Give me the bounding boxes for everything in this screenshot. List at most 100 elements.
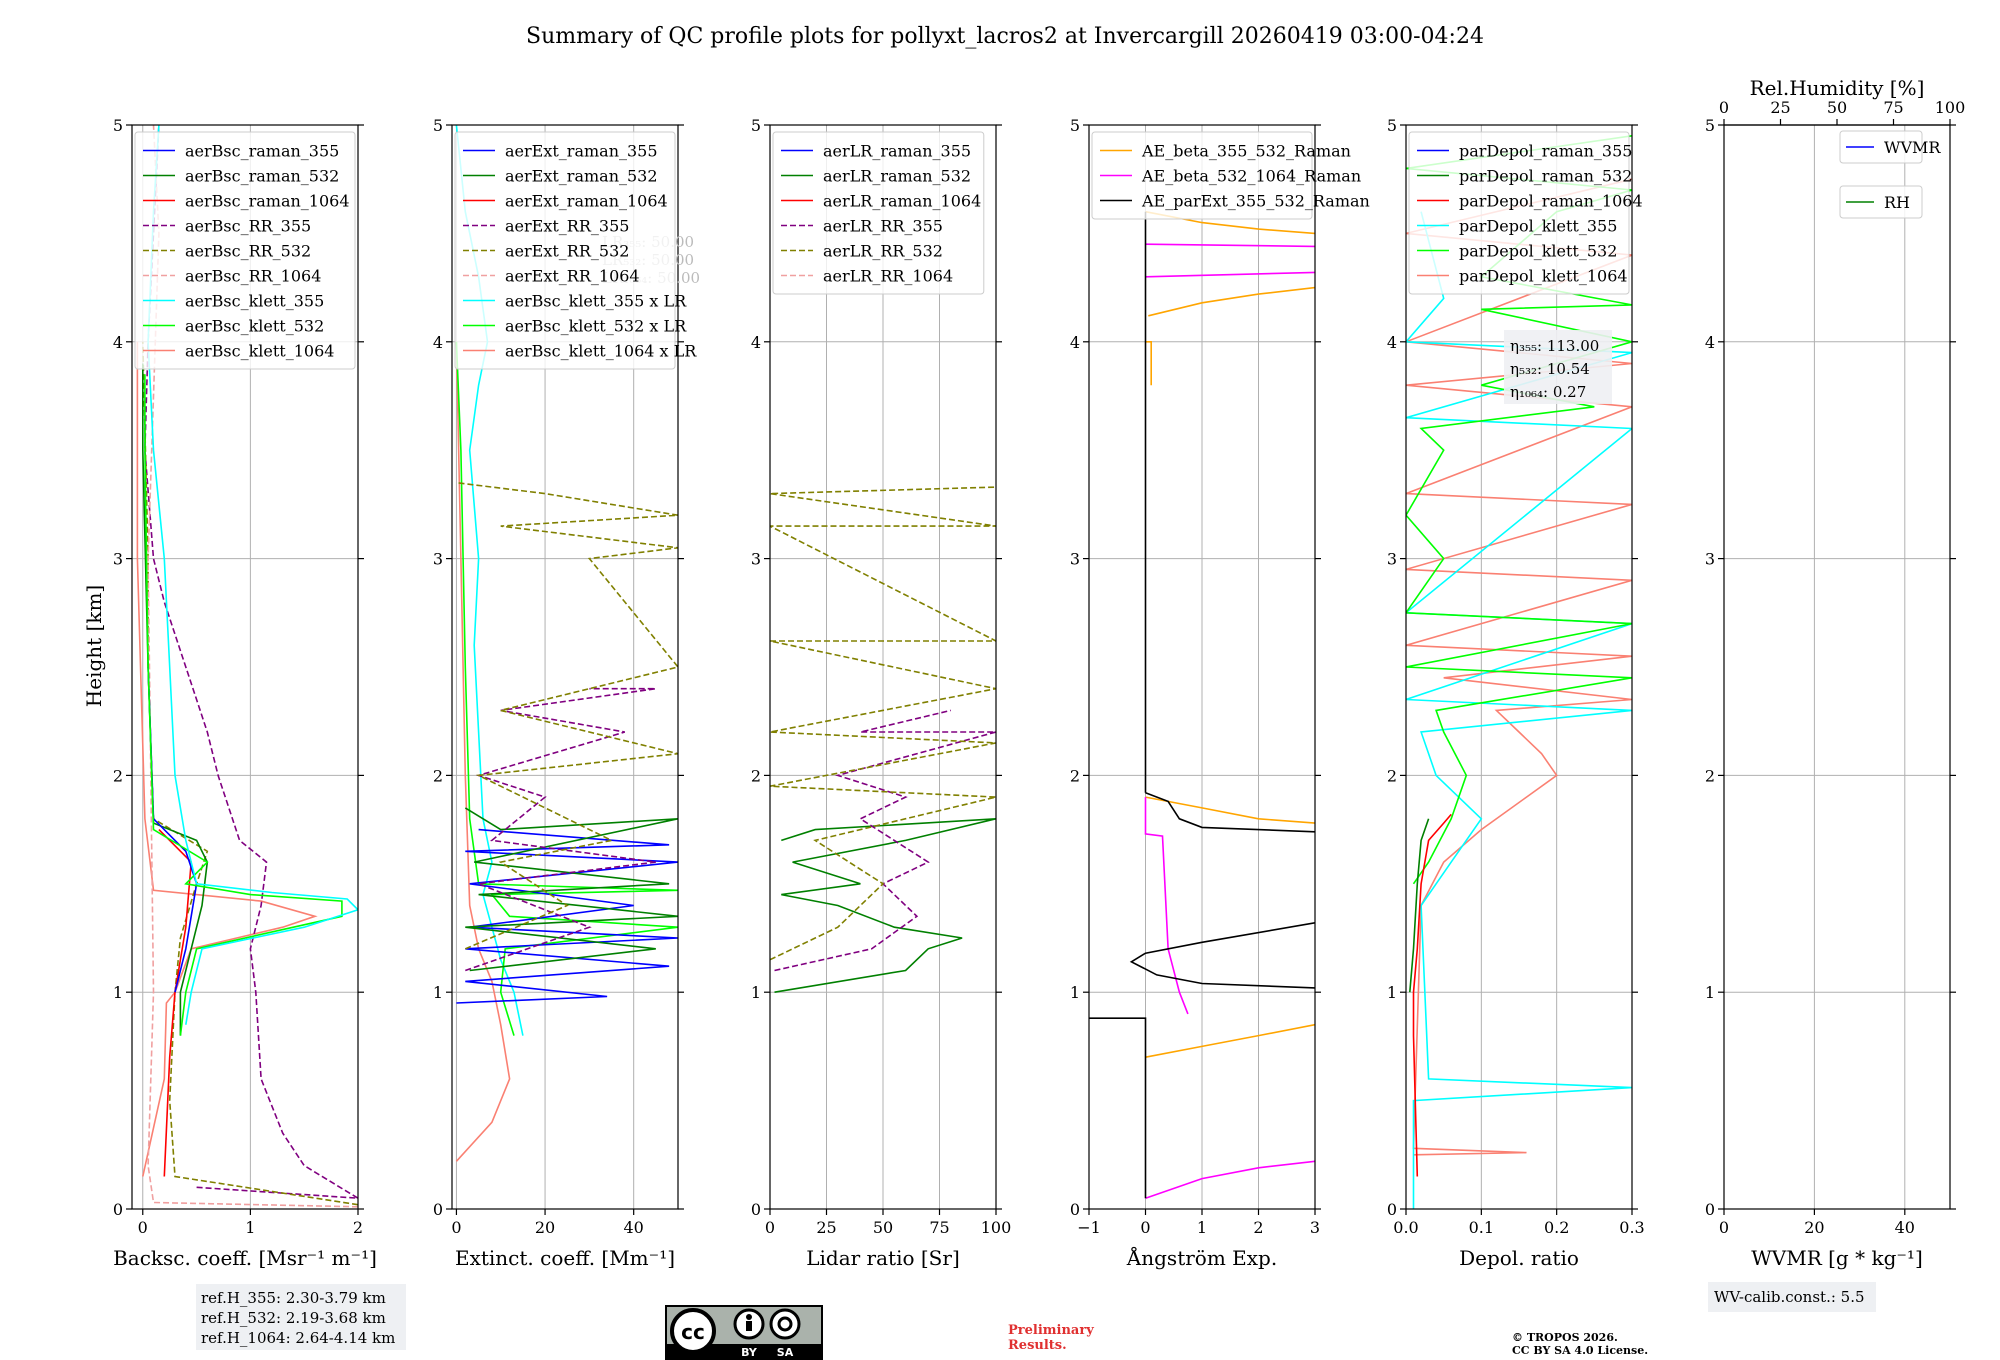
x-tick-label-bsc: 0 (138, 1218, 148, 1237)
x-tick-label-lr: 100 (981, 1218, 1012, 1237)
top-tick-label: 100 (1935, 98, 1966, 117)
legend-label-pardepol-raman-355: parDepol_raman_355 (1459, 142, 1632, 161)
x-tick-label-bsc: 1 (245, 1218, 255, 1237)
cc-logo-text: cc (681, 1320, 705, 1344)
wv-calib-text: WV-calib.const.: 5.5 (1714, 1288, 1865, 1306)
cc-license-badge: cc BY SA (665, 1305, 823, 1360)
y-tick-label-ae: 3 (1070, 550, 1080, 569)
y-tick-label-ext: 1 (433, 983, 443, 1002)
legend-label-ae-parext-355-532-raman: AE_parExt_355_532_Raman (1141, 192, 1370, 211)
y-tick-label-ext: 4 (433, 333, 443, 352)
top-tick-label: 50 (1827, 98, 1847, 117)
y-tick-label-wv: 4 (1705, 333, 1715, 352)
series-pardepol-raman-1064 (1412, 813, 1452, 1177)
series-ae-parext-355-532-raman (1089, 1017, 1147, 1199)
x-tick-label-ae: 3 (1310, 1218, 1320, 1237)
y-tick-label-bsc: 3 (113, 550, 123, 569)
y-tick-label-lr: 1 (751, 983, 761, 1002)
legend-label-pardepol-klett-532: parDepol_klett_532 (1459, 242, 1617, 261)
copyright-line-1: © TROPOS 2026. (1512, 1331, 1618, 1344)
series-pardepol-klett-1064 (1406, 178, 1632, 1156)
x-axis-label-depol: Depol. ratio (1459, 1246, 1579, 1270)
legend-label-rh: RH (1884, 193, 1910, 212)
y-tick-label-ext: 5 (433, 116, 443, 135)
legend-label-aerbsc-klett-1064: aerBsc_klett_1064 (185, 342, 334, 361)
series-ae-parext-355-532-raman (1145, 791, 1315, 833)
y-tick-label-wv: 1 (1705, 983, 1715, 1002)
x-axis-label-ae: Ångström Exp. (1126, 1245, 1277, 1270)
series-aerlr-raman-532 (774, 818, 996, 993)
eta-label: η₅₃₂: 10.54 (1510, 360, 1590, 378)
ref-height-355: ref.H_355: 2.30-3.79 km (201, 1289, 386, 1307)
panel-wv-frame (1723, 124, 1951, 1210)
series-aerbsc-raman-1064 (158, 829, 193, 1177)
series-ae-beta-355-532-raman (1148, 286, 1315, 317)
ref-height-box: ref.H_355: 2.30-3.79 km ref.H_532: 2.19-… (196, 1284, 406, 1350)
series-ae-beta-532-1064-raman (1144, 797, 1189, 1015)
top-tick-label: 25 (1770, 98, 1790, 117)
legend-label-ae-beta-355-532-raman: AE_beta_355_532_Raman (1141, 142, 1351, 161)
x-tick-label-ext: 40 (624, 1218, 644, 1237)
panel-depol-frame (1405, 124, 1633, 1210)
x-tick-label-lr: 50 (873, 1218, 893, 1237)
legend-label-aerlr-rr-1064: aerLR_RR_1064 (823, 267, 953, 286)
panel-lr-series (770, 486, 996, 993)
y-tick-label-lr: 2 (751, 766, 761, 785)
legend-label-aerext-raman-355: aerExt_raman_355 (505, 142, 658, 161)
series-pardepol-klett-355 (1406, 211, 1632, 1209)
sa-share-icon (769, 1308, 801, 1340)
x-axis-label-wv: WVMR [g * kg⁻¹] (1751, 1246, 1923, 1270)
legend-box-rh (1839, 185, 1923, 219)
top-tick-label: 75 (1883, 98, 1903, 117)
by-person-body (746, 1321, 752, 1331)
x-tick-label-bsc: 2 (353, 1218, 363, 1237)
eta-label: η₃₅₅: 113.00 (1510, 337, 1599, 355)
eta-box: η₃₅₅: 113.00 η₅₃₂: 10.54 η₁₀₆₄: 0.27 (1504, 330, 1612, 404)
legend-wv: WVMR RH (1839, 130, 1941, 219)
legend-box-ext (454, 131, 676, 370)
legend-ae: AE_beta_355_532_Raman AE_beta_532_1064_Ra… (1091, 131, 1370, 220)
series-ae-parext-355-532-raman (1129, 922, 1315, 989)
sa-share-arc (777, 1316, 793, 1332)
preliminary-line-1: Preliminary (1008, 1323, 1094, 1338)
legend-label-aerlr-raman-532: aerLR_raman_532 (823, 167, 971, 186)
legend-label-aerext-rr-532: aerExt_RR_532 (505, 242, 629, 261)
y-tick-label-ext: 2 (433, 766, 443, 785)
x-tick-label-wv: 20 (1804, 1218, 1824, 1237)
x-tick-label-wv: 0 (1719, 1218, 1729, 1237)
y-tick-label-depol: 0 (1387, 1200, 1397, 1219)
cc-logo-icon (670, 1308, 716, 1354)
legend-label-aerbsc-rr-1064: aerBsc_RR_1064 (185, 267, 321, 286)
y-tick-label-ae: 0 (1070, 1200, 1080, 1219)
y-tick-label-wv: 0 (1705, 1200, 1715, 1219)
x-tick-label-depol: 0.2 (1544, 1218, 1569, 1237)
x-tick-label-ae: 2 (1253, 1218, 1263, 1237)
y-tick-label-ext: 0 (433, 1200, 443, 1219)
y-tick-label-lr: 4 (751, 333, 761, 352)
y-tick-label-ext: 3 (433, 550, 443, 569)
legend-depol: parDepol_raman_355 parDepol_raman_532 parD… (1408, 131, 1643, 295)
x-tick-label-lr: 0 (765, 1218, 775, 1237)
series-aerbsc-raman-532 (142, 363, 209, 1036)
x-tick-label-wv: 40 (1895, 1218, 1915, 1237)
wv-calib-box-bg (1708, 1282, 1876, 1312)
y-tick-label-lr: 3 (751, 550, 761, 569)
series-ae-beta-532-1064-raman (1145, 1160, 1315, 1199)
series-ae-beta-355-532-raman (1145, 341, 1152, 386)
ref-height-1064: ref.H_1064: 2.64-4.14 km (201, 1329, 395, 1347)
legend-label-aerbsc-rr-355: aerBsc_RR_355 (185, 217, 311, 236)
x-tick-label-depol: 0.3 (1619, 1218, 1644, 1237)
legend-label-aerbsc-klett-355-x-lr: aerBsc_klett_355 x LR (505, 292, 687, 311)
top-axis-label: Rel.Humidity [%] (1750, 76, 1925, 100)
y-tick-label-depol: 5 (1387, 116, 1397, 135)
y-tick-label-ae: 2 (1070, 766, 1080, 785)
series-ae-beta-355-532-raman (1145, 1023, 1315, 1058)
legend-label-pardepol-raman-1064: parDepol_raman_1064 (1459, 192, 1643, 211)
copyright-line-2: CC BY SA 4.0 License. (1512, 1344, 1648, 1357)
x-tick-label-ext: 20 (535, 1218, 555, 1237)
